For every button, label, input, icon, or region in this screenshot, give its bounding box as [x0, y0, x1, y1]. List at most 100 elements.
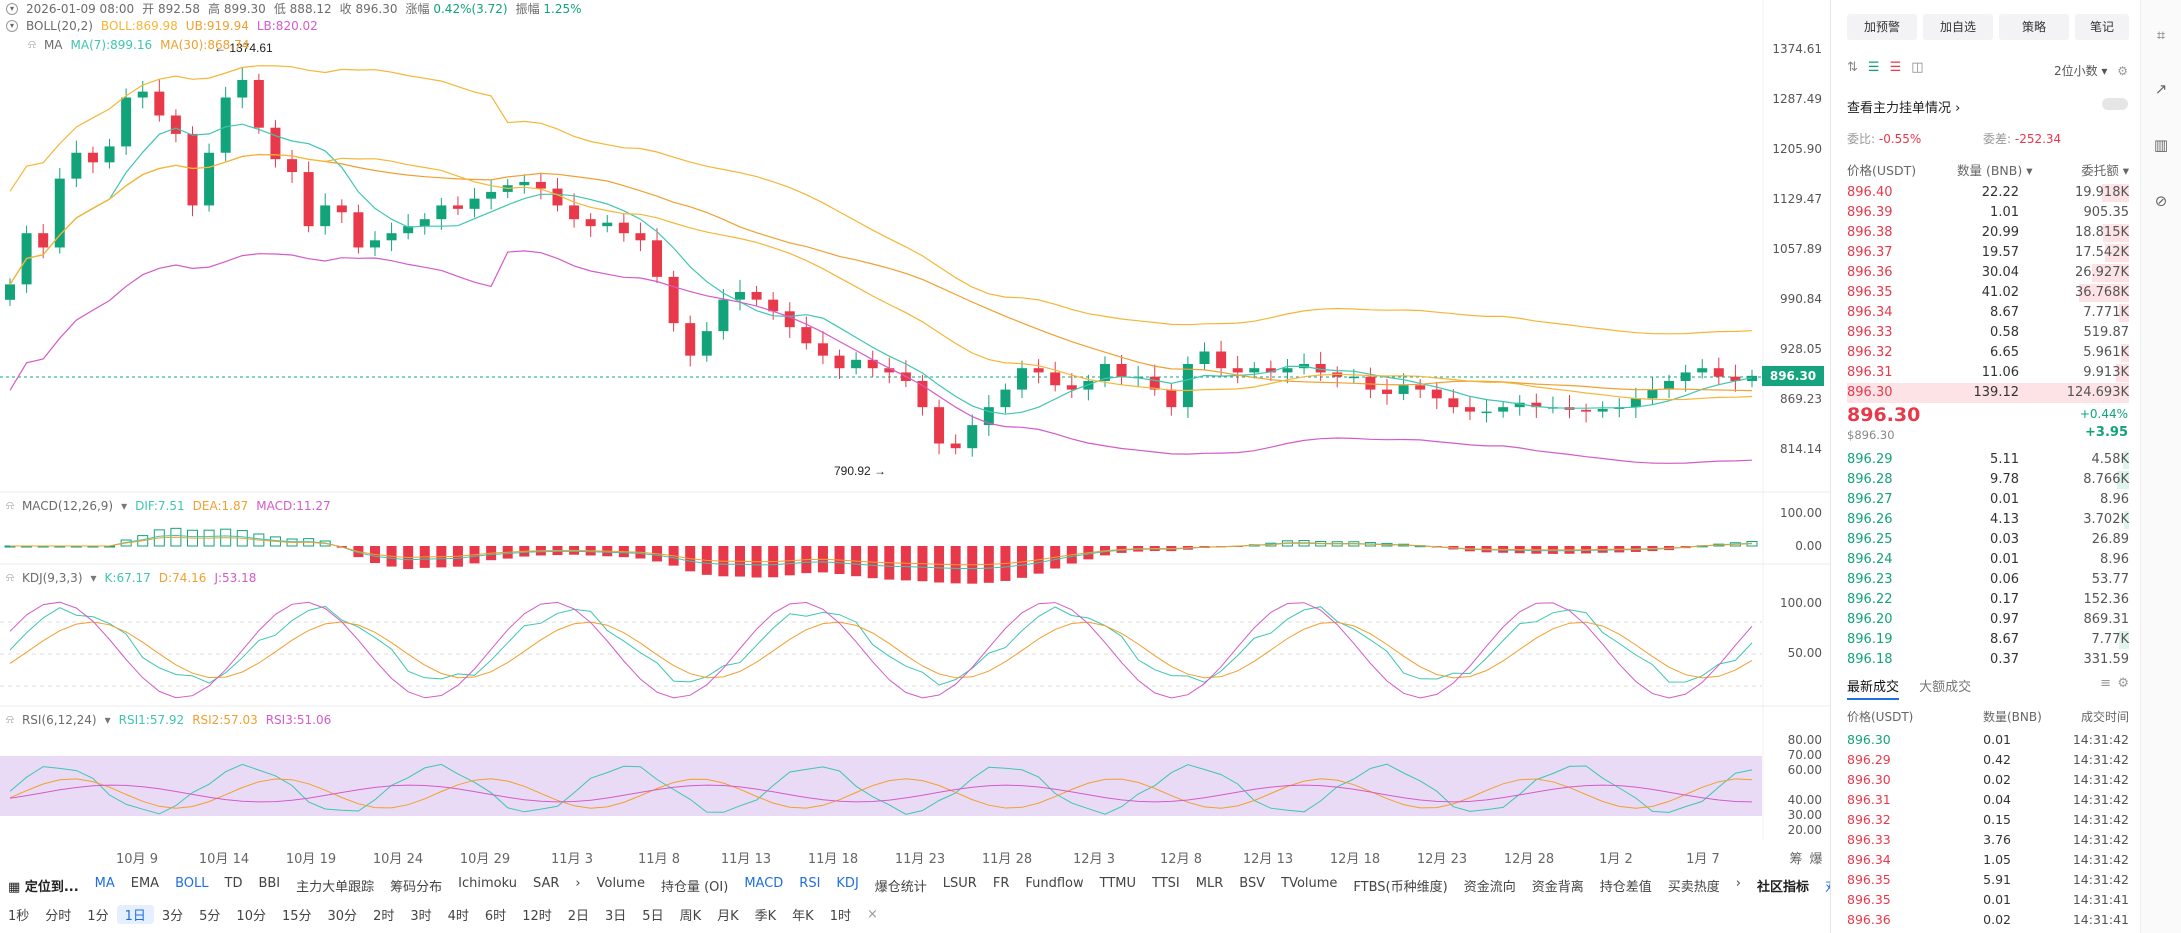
timeframe-15[interactable]: 3日	[605, 908, 627, 924]
indicator-16[interactable]: LSUR	[942, 875, 977, 891]
add-watchlist-button[interactable]: 加自选	[1923, 14, 1993, 40]
indicator-10[interactable]: Volume	[596, 875, 645, 891]
liquidation-button[interactable]: 爆	[1809, 852, 1823, 867]
timeframe-21[interactable]: 1时	[829, 908, 851, 924]
bell-icon[interactable]: ⍾	[6, 570, 14, 584]
bids-only-icon[interactable]: ☰	[1867, 60, 1880, 75]
bar-chart-icon[interactable]: ▥	[2153, 136, 2169, 154]
indicator-18[interactable]: Fundflow	[1025, 875, 1084, 891]
settings-icon[interactable]: ⚙	[2117, 676, 2129, 691]
link-icon[interactable]: ⊘	[2154, 192, 2168, 210]
kdj-title[interactable]: KDJ(9,3,3)	[21, 570, 83, 585]
indicator-19[interactable]: TTMU	[1099, 875, 1137, 891]
locate-button[interactable]: ▦ 定位到...	[8, 879, 79, 895]
timeframe-7[interactable]: 15分	[281, 908, 312, 924]
community-indicators-button[interactable]: 社区指标	[1756, 879, 1809, 895]
indicator-15[interactable]: 爆仓统计	[874, 879, 927, 895]
qty-unit-select[interactable]: 数量 (BNB) ▾	[1957, 163, 2033, 178]
bell-icon[interactable]: ⍾	[6, 498, 14, 512]
indicator-24[interactable]: FTBS(币种维度)	[1353, 879, 1448, 895]
indicator-20[interactable]: TTSI	[1152, 875, 1180, 891]
timeframe-14[interactable]: 2日	[567, 908, 590, 924]
total-select[interactable]: 委托额 ▾	[2081, 163, 2129, 178]
asks-only-icon[interactable]: ☰	[1889, 60, 1902, 75]
bids-row[interactable]: 896.27 0.01 8.96	[1847, 490, 2129, 510]
timeframe-12[interactable]: 6时	[484, 908, 507, 924]
indicator-5[interactable]: 主力大单跟踪	[296, 879, 375, 895]
asks-row[interactable]: 896.34 8.67 7.771K	[1847, 303, 2129, 323]
indicator-13[interactable]: RSI	[799, 875, 821, 891]
notes-button[interactable]: 笔记	[2075, 14, 2129, 40]
bids-row[interactable]: 896.24 0.01 8.96	[1847, 550, 2129, 570]
timeframe-19[interactable]: 季K	[754, 908, 777, 924]
tab-large-trades[interactable]: 大额成交	[1919, 680, 1972, 695]
bids-row[interactable]: 896.18 0.37 331.59	[1847, 650, 2129, 670]
dropdown-icon[interactable]: ▾	[104, 712, 111, 727]
main-order-toggle[interactable]	[2102, 98, 2128, 110]
filter-icon[interactable]: ≡	[2100, 676, 2111, 691]
asks-row[interactable]: 896.36 30.04 26.927K	[1847, 263, 2129, 283]
indicator-7[interactable]: Ichimoku	[458, 875, 517, 891]
asks-row[interactable]: 896.32 6.65 5.961K	[1847, 343, 2129, 363]
candlestick-chart[interactable]: ← 1374.61 790.92 →	[0, 0, 1830, 870]
timeframe-8[interactable]: 30分	[327, 908, 358, 924]
timeframe-6[interactable]: 10分	[236, 908, 266, 924]
close-icon[interactable]: ×	[866, 906, 878, 922]
indicator-26[interactable]: 资金背离	[1531, 879, 1584, 895]
indicator-29[interactable]: ›	[1735, 875, 1741, 891]
asks-row[interactable]: 896.31 11.06 9.913K	[1847, 363, 2129, 383]
asks-row[interactable]: 896.39 1.01 905.35	[1847, 203, 2129, 223]
timeframe-18[interactable]: 月K	[717, 908, 739, 924]
chip-distribution-button[interactable]: 筹	[1789, 852, 1803, 867]
indicator-27[interactable]: 持仓差值	[1599, 879, 1652, 895]
main-order-link[interactable]: 查看主力挂单情况 ›	[1847, 101, 1961, 116]
asks-row[interactable]: 896.33 0.58 519.87	[1847, 323, 2129, 343]
bids-row[interactable]: 896.29 5.11 4.58K	[1847, 450, 2129, 470]
indicator-14[interactable]: KDJ	[836, 875, 859, 891]
indicator-21[interactable]: MLR	[1195, 875, 1224, 891]
timeframe-0[interactable]: 1秒	[8, 908, 30, 924]
bids-row[interactable]: 896.25 0.03 26.89	[1847, 530, 2129, 550]
bids-row[interactable]: 896.19 8.67 7.77K	[1847, 630, 2129, 650]
indicator-8[interactable]: SAR	[532, 875, 560, 891]
timeframe-1[interactable]: 分时	[45, 908, 72, 924]
indicator-9[interactable]: ›	[575, 875, 581, 891]
strategy-button[interactable]: 策略	[1999, 14, 2069, 40]
bids-row[interactable]: 896.28 9.78 8.766K	[1847, 470, 2129, 490]
indicator-11[interactable]: 持仓量 (OI)	[660, 879, 729, 895]
indicator-1[interactable]: EMA	[130, 875, 160, 891]
depth-icon[interactable]: ◫	[1911, 60, 1924, 75]
bids-row[interactable]: 896.23 0.06 53.77	[1847, 570, 2129, 590]
chevron-down-icon[interactable]: ▾	[6, 2, 18, 15]
both-sides-icon[interactable]: ⇅	[1847, 60, 1858, 75]
timeframe-2[interactable]: 1分	[87, 908, 109, 924]
timeframe-16[interactable]: 5日	[642, 908, 664, 924]
asks-row[interactable]: 896.40 22.22 19.918K	[1847, 183, 2129, 203]
bids-row[interactable]: 896.22 0.17 152.36	[1847, 590, 2129, 610]
chevron-down-icon[interactable]: ▾	[6, 20, 18, 32]
indicator-2[interactable]: BOLL	[175, 875, 209, 891]
bids-row[interactable]: 896.20 0.97 869.31	[1847, 610, 2129, 630]
dropdown-icon[interactable]: ▾	[121, 498, 128, 513]
bids-row[interactable]: 896.26 4.13 3.702K	[1847, 510, 2129, 530]
log-scale-toggle[interactable]: 对数	[1817, 876, 1830, 895]
timeframe-10[interactable]: 3时	[410, 908, 432, 924]
indicator-17[interactable]: FR	[992, 875, 1010, 891]
rsi-title[interactable]: RSI(6,12,24)	[21, 712, 97, 727]
chart-area[interactable]: ← 1374.61 790.92 → ▾ 2026-01-09 08:00 开 8…	[0, 0, 1830, 870]
timeframe-5[interactable]: 5分	[199, 908, 221, 924]
macd-title[interactable]: MACD(12,26,9)	[21, 498, 114, 513]
indicator-0[interactable]: MA	[94, 875, 115, 891]
indicator-6[interactable]: 筹码分布	[390, 879, 443, 895]
indicator-22[interactable]: BSV	[1239, 875, 1266, 891]
asks-row[interactable]: 896.35 41.02 36.768K	[1847, 283, 2129, 303]
indicator-28[interactable]: 买卖热度	[1667, 879, 1720, 895]
timeframe-3[interactable]: 1日	[116, 904, 154, 924]
timeframe-9[interactable]: 2时	[373, 908, 395, 924]
indicator-25[interactable]: 资金流向	[1463, 879, 1516, 895]
bell-icon[interactable]: ⍾	[28, 37, 36, 51]
add-alert-button[interactable]: 加预警	[1847, 14, 1917, 40]
indicator-23[interactable]: TVolume	[1281, 875, 1338, 891]
indicator-12[interactable]: MACD	[744, 875, 784, 891]
timeframe-4[interactable]: 3分	[161, 908, 184, 924]
